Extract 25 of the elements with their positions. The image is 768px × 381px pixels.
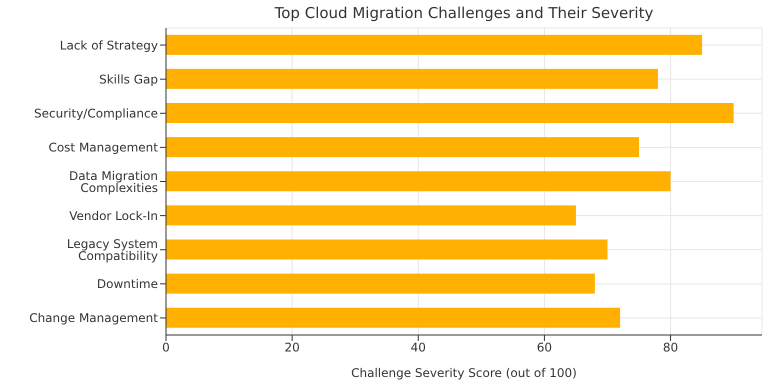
x-tick-label: 40 <box>410 340 426 355</box>
bar <box>166 274 595 294</box>
bar <box>166 205 576 226</box>
y-tick-label: Legacy System Compatibility <box>66 236 158 263</box>
x-tick-label: 60 <box>536 340 552 355</box>
x-axis-title: Challenge Severity Score (out of 100) <box>351 366 577 380</box>
bar <box>166 34 702 55</box>
bar <box>166 239 608 260</box>
y-tick-label: Cost Management <box>48 140 158 155</box>
x-tick-label: 80 <box>662 340 678 355</box>
bar <box>166 68 658 89</box>
y-tick-label: Change Management <box>29 311 158 326</box>
bar <box>166 103 734 124</box>
bar <box>166 137 640 158</box>
bar <box>166 308 620 328</box>
bar <box>166 171 671 192</box>
chart-title: Top Cloud Migration Challenges and Their Severity <box>274 4 654 22</box>
y-tick-label: Security/Compliance <box>34 106 158 121</box>
x-tick-label: 20 <box>284 340 300 355</box>
y-tick-label: Skills Gap <box>99 72 158 86</box>
x-tick-label: 0 <box>162 340 170 355</box>
y-tick-label: Downtime <box>96 277 158 292</box>
y-tick-label: Lack of Strategy <box>60 38 158 52</box>
y-tick-label: Data Migration Complexities <box>68 168 158 195</box>
y-tick-label: Vendor Lock-In <box>69 208 158 223</box>
